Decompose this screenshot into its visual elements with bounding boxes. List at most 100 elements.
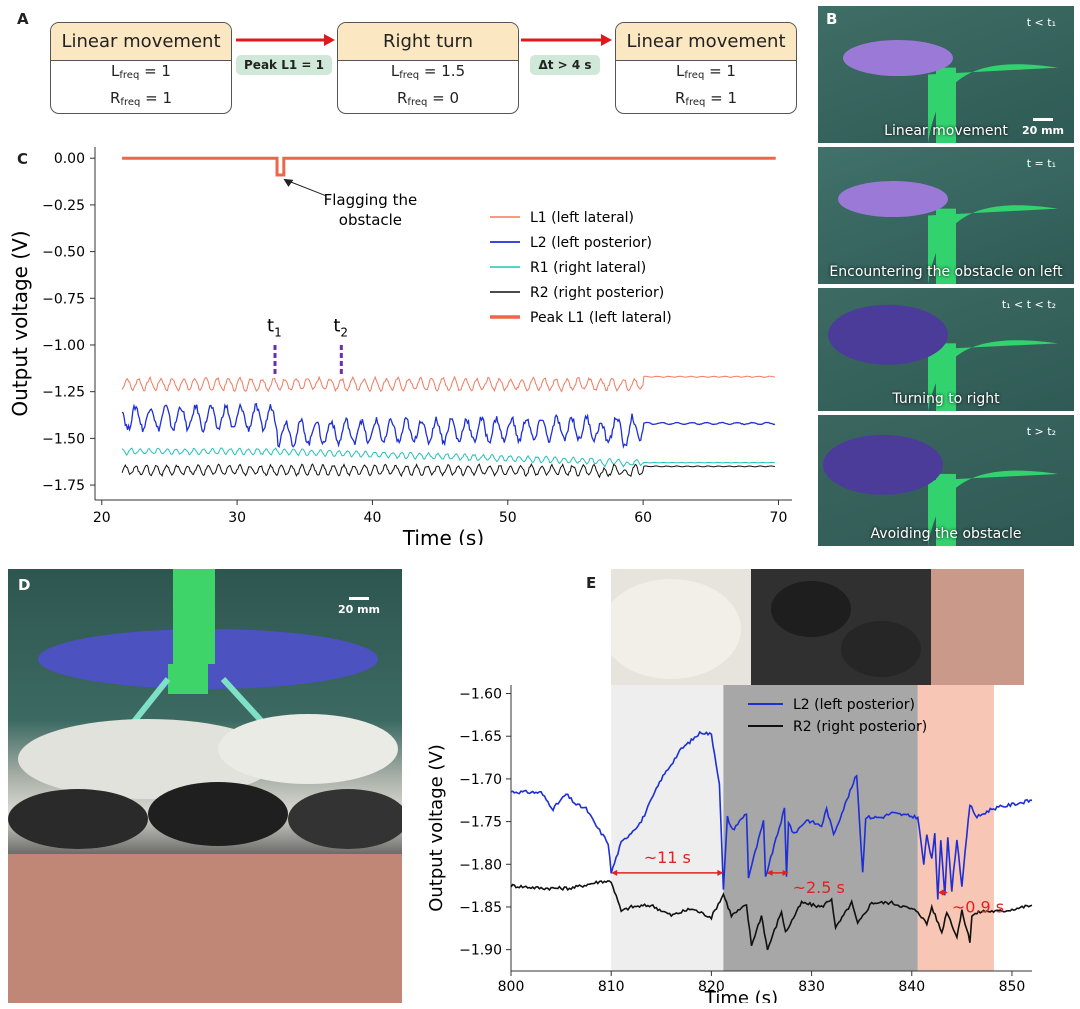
pink-gravel [931,569,1024,685]
scale-bar: 20 mm [1022,118,1064,137]
y-tick-label: −1.70 [459,772,502,788]
state-linear-movement-1: Linear movement Lfreq = 1 Rfreq = 1 [50,22,232,114]
chart-c: 20 30 40 50 60 70 0.00 −0.25 −0.50 −0.75 −1.00 −1.2… [8,147,792,545]
photo-robot-over-pebbles: 20 mm [8,569,402,1003]
photo-frame: t < t₁ Linear movement 20 mm [818,6,1074,143]
x-tick-label: 830 [798,979,825,995]
arrow-right-icon [521,34,612,46]
interval-label: ~11 s [644,848,691,867]
transition-delay: Δt > 4 s [517,32,613,75]
state-title: Linear movement [616,23,796,61]
frame-caption: Turning to right [892,391,1000,407]
panel-c-letter: C [17,150,29,168]
annotation-text: Flagging the [324,191,418,209]
pink-gravel [8,854,402,1003]
series-line [121,447,775,468]
y-tick-label: −0.75 [42,291,85,307]
x-tick-label: 30 [228,510,246,526]
arrow-head-icon [766,869,773,876]
state-right-frequency: Rfreq = 1 [674,89,738,108]
y-axis-label: Output voltage (V) [426,744,447,912]
x-tick-label: 70 [770,510,788,526]
transition-peak: Peak L1 = 1 [232,32,336,75]
state-right-turn: Right turn Lfreq = 1.5 Rfreq = 0 [337,22,519,114]
transition-label: Peak L1 = 1 [236,55,332,75]
panel-e-letter: E [586,574,597,592]
panel-a-letter: A [17,10,29,28]
state-left-frequency: Lfreq = 1 [111,62,171,81]
transition-label: Δt > 4 s [530,55,600,75]
x-tick-label: 60 [634,510,652,526]
robot-body [838,181,948,218]
substrate-region [723,685,918,971]
x-tick-label: 820 [698,979,725,995]
robot-body [823,434,943,495]
series-line [510,879,1033,951]
series-line [121,462,776,479]
x-tick-label: 840 [898,979,925,995]
x-tick-label: 20 [93,510,111,526]
state-linear-movement-2: Linear movement Lfreq = 1 Rfreq = 1 [615,22,797,114]
legend-label: R2 (right posterior) [793,719,927,735]
frame-caption: Linear movement [884,123,1008,139]
chart-e: 800 810 820 830 840 850 −1.60 −1.65 −1.70 −1.75 −1… [426,685,1033,1003]
annotation-arrow [285,179,326,197]
arrow-head-icon [283,178,294,187]
y-tick-label: −1.50 [42,431,85,447]
x-tick-label: 40 [364,510,382,526]
legend-label: L1 (left lateral) [530,210,634,226]
y-tick-label: −0.25 [42,198,85,214]
state-left-frequency: Lfreq = 1 [676,62,736,81]
y-tick-label: −1.65 [459,729,502,745]
x-axis-label: Time (s) [402,526,484,545]
y-tick-label: −1.00 [42,338,85,354]
series-line [121,375,776,393]
photo-frame: t > t₂ Avoiding the obstacle [818,415,1074,546]
black-stone [8,789,148,849]
legend-label: L2 (left posterior) [530,235,652,251]
state-right-frequency: Rfreq = 1 [109,89,173,108]
series-line [510,730,1033,900]
legend-label: L2 (left posterior) [793,697,915,713]
arrow-head-icon [782,869,789,876]
substrate-region [611,685,724,971]
series-line [122,156,776,177]
series-line [121,402,776,449]
state-title: Right turn [338,23,518,61]
arrow-head-icon [611,869,618,876]
y-tick-label: −1.75 [459,815,502,831]
robot-body [828,304,948,365]
time-marker-label: t2 [333,315,348,339]
frame-time-label: t < t₁ [1026,16,1056,29]
interval-label: ~2.5 s [793,878,845,897]
state-left-frequency: Lfreq = 1.5 [390,62,466,81]
frame-time-label: t = t₁ [1026,157,1056,170]
y-tick-label: −1.60 [459,687,502,703]
x-tick-label: 50 [499,510,517,526]
y-tick-label: −1.80 [459,857,502,873]
x-tick-label: 810 [598,979,625,995]
substrate-region [917,685,994,971]
robot-mount [173,569,215,664]
scale-bar: 20 mm [338,597,380,616]
y-tick-label: −0.50 [42,245,85,261]
arrow-head-icon [717,869,724,876]
photo-frame: t = t₁ Encountering the obstacle on left [818,147,1074,284]
frame-time-label: t > t₂ [1026,425,1056,438]
y-tick-label: −1.90 [459,943,502,959]
state-right-frequency: Rfreq = 0 [396,89,460,108]
x-tick-label: 800 [498,979,525,995]
x-tick-label: 850 [999,979,1026,995]
panel-d-letter: D [18,576,31,594]
photo-frame: t₁ < t < t₂ Turning to right [818,288,1074,411]
frame-caption: Encountering the obstacle on left [829,264,1063,280]
x-axis-label: Time (s) [704,988,778,1003]
arrow-head-icon [941,889,948,896]
y-tick-label: −1.25 [42,385,85,401]
white-stone [18,719,278,799]
state-title: Linear movement [51,23,231,61]
robot-body [843,40,953,77]
legend-label: R1 (right lateral) [530,260,646,276]
time-marker-label: t1 [267,315,282,339]
interval-label: ~0.9 s [952,897,1004,916]
